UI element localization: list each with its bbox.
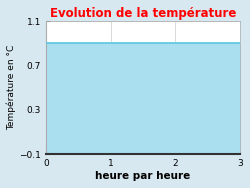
X-axis label: heure par heure: heure par heure bbox=[96, 171, 191, 181]
Y-axis label: Température en °C: Température en °C bbox=[7, 45, 16, 130]
Title: Evolution de la température: Evolution de la température bbox=[50, 7, 236, 20]
